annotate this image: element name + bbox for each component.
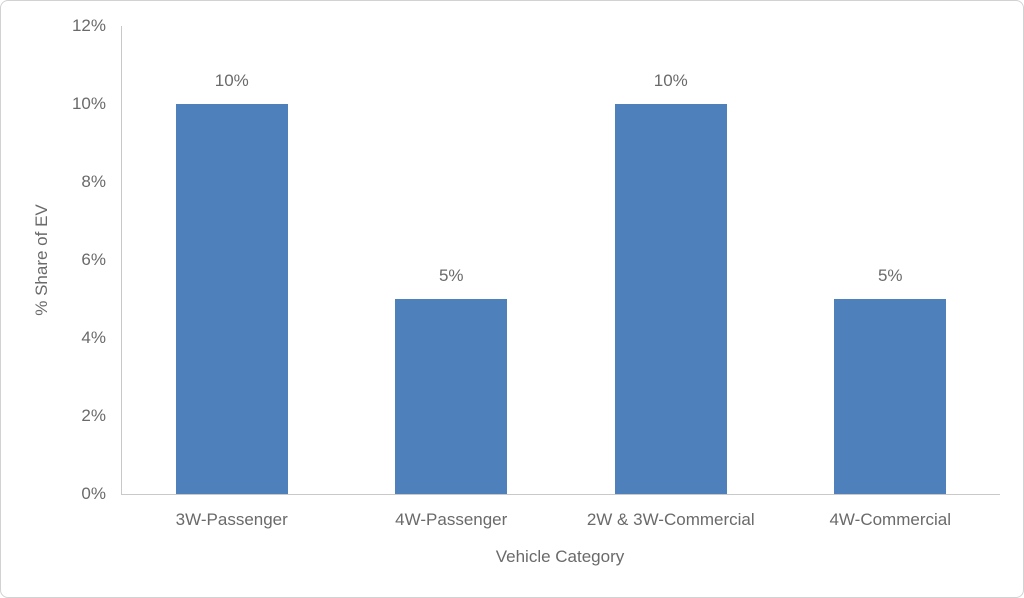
bar-4w-commercial [834,299,947,494]
plot-area: 0% 2% 4% 6% 8% 10% 12% 10% 3W-Passenger 5% 4W-Pass… [72,16,1000,529]
y-tick-label: 2% [81,406,106,425]
bar-4w-passenger [395,299,508,494]
x-category-label: 3W-Passenger [175,510,288,529]
bar-data-label: 10% [653,71,688,90]
bar-3w-passenger [175,104,288,494]
bar-data-label: 10% [214,71,249,90]
x-category-label: 4W-Passenger [395,510,508,529]
bar-2w-3w-commercial [614,104,727,494]
x-category-label: 4W-Commercial [829,510,952,529]
x-category-label: 2W & 3W-Commercial [586,510,755,529]
y-tick-label: 4% [81,328,106,347]
y-tick-label: 10% [71,94,106,113]
y-tick-label: 8% [81,172,106,191]
y-tick-label: 6% [81,250,106,269]
x-axis-title: Vehicle Category [495,547,625,566]
y-tick-label: 0% [81,484,106,503]
y-tick-label: 12% [71,16,106,35]
bar-data-label: 5% [877,266,903,285]
bar-data-label: 5% [438,266,464,285]
